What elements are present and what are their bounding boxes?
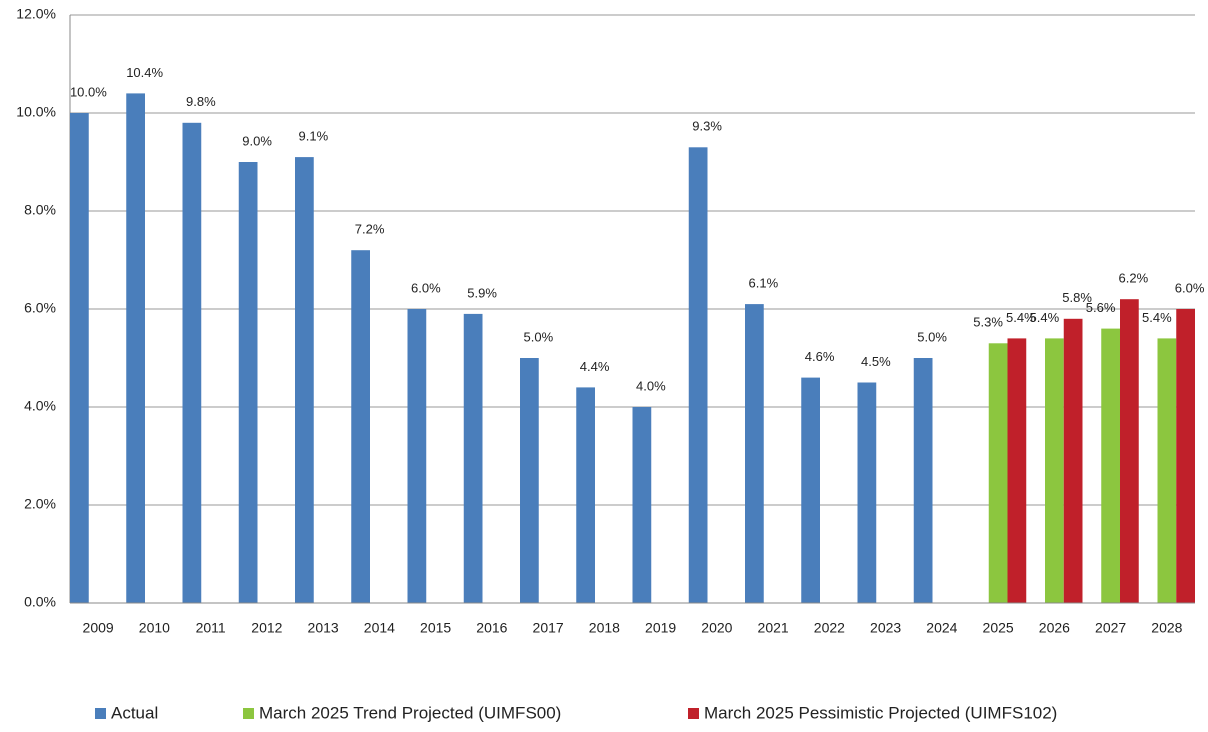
- bar: [745, 304, 764, 603]
- legend-swatch: [95, 708, 106, 719]
- value-label: 9.3%: [692, 119, 722, 134]
- x-tick-label: 2009: [83, 620, 114, 636]
- bar: [857, 382, 877, 603]
- bar: [1176, 309, 1195, 603]
- bar: [126, 93, 145, 604]
- bar: [1157, 338, 1177, 603]
- x-tick-label: 2016: [476, 620, 507, 636]
- value-label: 5.6%: [1086, 300, 1116, 315]
- legend-swatch: [688, 708, 699, 719]
- bar: [295, 157, 314, 603]
- x-tick-label: 2028: [1151, 620, 1182, 636]
- value-label: 9.1%: [299, 129, 329, 144]
- bar: [182, 122, 202, 604]
- value-label: 10.0%: [70, 84, 107, 99]
- value-label: 5.0%: [524, 329, 554, 344]
- x-tick-label: 2010: [139, 620, 170, 636]
- x-tick-label: 2022: [814, 620, 845, 636]
- legend-label: March 2025 Trend Projected (UIMFS00): [259, 703, 561, 722]
- value-label: 5.9%: [467, 285, 497, 300]
- bar: [576, 387, 595, 603]
- x-tick-label: 2026: [1039, 620, 1070, 636]
- bar: [463, 313, 483, 603]
- bar: [688, 147, 708, 604]
- y-tick-label: 0.0%: [24, 594, 56, 610]
- x-tick-label: 2017: [533, 620, 564, 636]
- bar: [1101, 328, 1120, 603]
- x-tick-label: 2011: [196, 620, 226, 636]
- bar: [70, 113, 89, 603]
- x-tick-label: 2012: [251, 620, 282, 636]
- x-tick-label: 2023: [870, 620, 901, 636]
- bar: [988, 343, 1008, 603]
- value-label: 5.8%: [1062, 290, 1092, 305]
- value-label: 5.0%: [917, 329, 947, 344]
- x-tick-label: 2015: [420, 620, 451, 636]
- value-label: 7.2%: [355, 222, 385, 237]
- x-tick-label: 2019: [645, 620, 676, 636]
- bar: [913, 358, 933, 603]
- x-tick-label: 2021: [758, 620, 789, 636]
- x-tick-label: 2018: [589, 620, 620, 636]
- y-tick-label: 12.0%: [16, 6, 56, 22]
- x-tick-label: 2014: [364, 620, 395, 636]
- bar: [407, 309, 427, 603]
- y-tick-label: 2.0%: [24, 496, 56, 512]
- value-label: 5.4%: [1006, 310, 1036, 325]
- bar: [1120, 299, 1139, 603]
- x-tick-label: 2024: [926, 620, 957, 636]
- legend-label: March 2025 Pessimistic Projected (UIMFS1…: [704, 703, 1057, 722]
- value-label: 5.4%: [1142, 310, 1172, 325]
- value-label: 6.2%: [1119, 271, 1149, 286]
- value-label: 4.6%: [805, 349, 835, 364]
- x-tick-label: 2025: [983, 620, 1014, 636]
- bar: [801, 377, 820, 603]
- bar: [1007, 338, 1027, 603]
- x-tick-label: 2013: [308, 620, 339, 636]
- value-label: 4.4%: [580, 359, 610, 374]
- legend-swatch: [243, 708, 254, 719]
- value-label: 5.3%: [973, 315, 1003, 330]
- legend-label: Actual: [111, 703, 158, 722]
- bar: [351, 250, 370, 603]
- value-label: 4.5%: [861, 354, 891, 369]
- y-tick-label: 6.0%: [24, 300, 56, 316]
- x-tick-label: 2020: [701, 620, 732, 636]
- bar: [238, 162, 258, 603]
- x-tick-label: 2027: [1095, 620, 1126, 636]
- value-label: 9.0%: [242, 133, 272, 148]
- bar: [1045, 338, 1064, 603]
- y-tick-label: 10.0%: [16, 104, 56, 120]
- value-label: 5.4%: [1030, 310, 1060, 325]
- value-label: 4.0%: [636, 378, 666, 393]
- value-label: 10.4%: [126, 65, 163, 80]
- value-label: 6.1%: [749, 276, 779, 291]
- y-tick-label: 4.0%: [24, 398, 56, 414]
- y-tick-label: 8.0%: [24, 202, 56, 218]
- value-label: 6.0%: [411, 280, 441, 295]
- value-label: 6.0%: [1175, 280, 1205, 295]
- bar: [1063, 318, 1083, 603]
- bar: [632, 407, 652, 603]
- bar: [520, 358, 539, 603]
- value-label: 9.8%: [186, 94, 216, 109]
